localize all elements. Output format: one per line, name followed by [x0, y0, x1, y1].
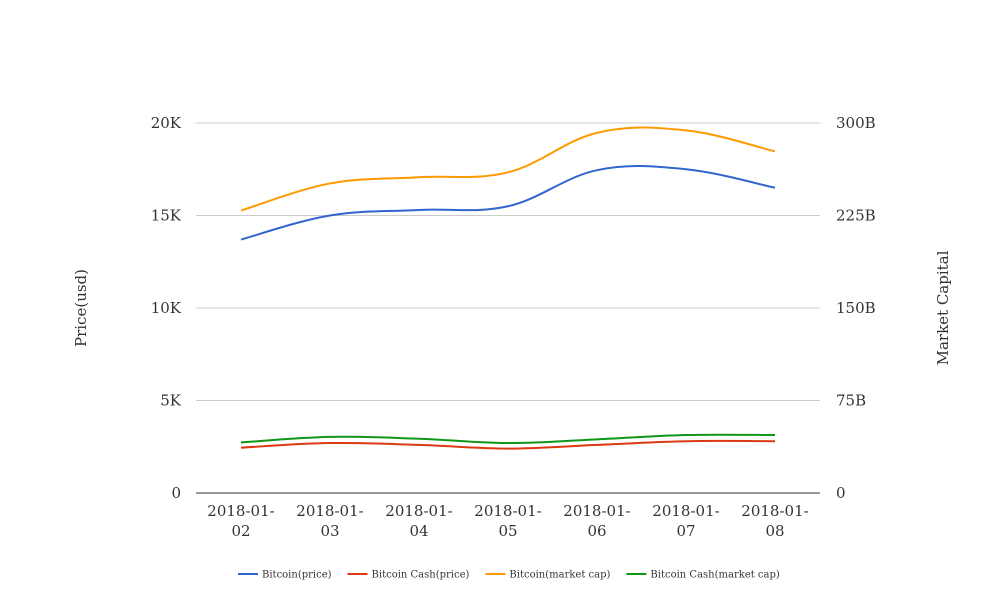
left-tick-label: 10K — [151, 299, 182, 317]
legend-item: Bitcoin(price) — [238, 570, 332, 581]
right-tick-label: 300B — [836, 114, 876, 132]
right-tick-label: 225B — [836, 207, 876, 225]
x-tick-label: 2018-01-04 — [385, 502, 452, 540]
left-tick-label: 0 — [171, 484, 181, 502]
legend-label: Bitcoin(price) — [262, 570, 332, 581]
x-tick-label: 2018-01-02 — [207, 502, 274, 540]
series-lines — [240, 126, 776, 450]
legend-label: Bitcoin(market cap) — [509, 570, 610, 581]
series-line-2 — [240, 439, 776, 450]
left-tick-label: 15K — [151, 207, 182, 225]
series-line-3 — [240, 126, 776, 212]
left-tick-label: 5K — [160, 392, 182, 410]
x-axis-ticks: 2018-01-02 2018-01-03 2018-01-04 2018-01-05… — [207, 502, 808, 540]
x-tick-label: 2018-01-03 — [296, 502, 363, 540]
right-axis-ticks: 0 75B 150B 225B 300B — [836, 114, 876, 502]
right-tick-label: 150B — [836, 299, 876, 317]
legend-label: Bitcoin Cash(market cap) — [650, 570, 779, 581]
x-tick-label: 2018-01-06 — [563, 502, 630, 540]
legend-item: Bitcoin(market cap) — [485, 570, 611, 581]
series-line-4 — [240, 433, 776, 445]
left-tick-label: 20K — [151, 114, 182, 132]
left-axis-ticks: 0 5K 10K 15K 20K — [151, 114, 182, 502]
series-line-1 — [240, 165, 776, 241]
legend-item: Bitcoin Cash(market cap) — [626, 570, 780, 581]
right-axis-title: Market Capital — [934, 250, 952, 365]
x-tick-label: 2018-01-07 — [652, 502, 719, 540]
left-axis-title: Price(usd) — [72, 269, 90, 347]
right-tick-label: 75B — [836, 392, 866, 410]
legend: Bitcoin(price) Bitcoin Cash(price) Bitcoin… — [238, 570, 780, 581]
legend-item: Bitcoin Cash(price) — [347, 570, 470, 581]
gridlines — [196, 122, 820, 494]
x-tick-label: 2018-01-05 — [474, 502, 541, 540]
right-tick-label: 0 — [836, 484, 846, 502]
legend-label: Bitcoin Cash(price) — [372, 570, 470, 581]
x-tick-label: 2018-01-08 — [741, 502, 808, 540]
